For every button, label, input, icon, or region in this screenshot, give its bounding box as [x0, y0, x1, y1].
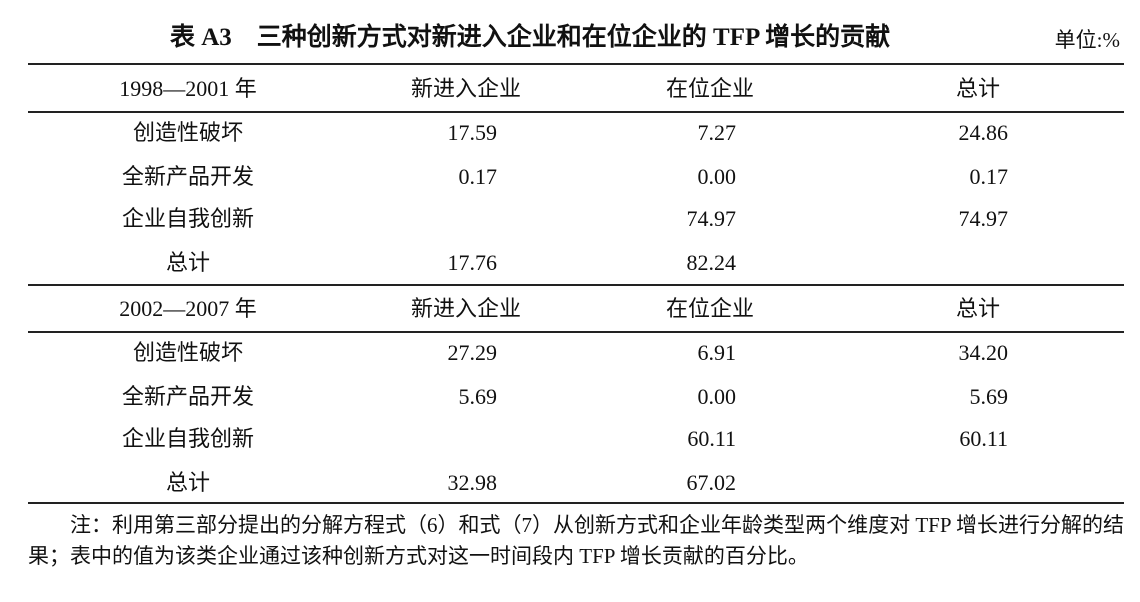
table-rule — [28, 63, 1124, 65]
row-label: 全新产品开发 — [121, 384, 254, 409]
row-label: 总计 — [165, 470, 210, 495]
cell-value: 27.29 — [447, 340, 498, 365]
column-header: 新进入企业 — [410, 76, 521, 101]
table-note: 注：利用第三部分提出的分解方程式（6）和式（7）从创新方式和企业年龄类型两个维度… — [28, 513, 1124, 568]
cell-value: 0.17 — [458, 164, 498, 189]
column-header: 新进入企业 — [410, 296, 521, 321]
column-header: 1998—2001 年 — [119, 76, 257, 101]
cell-value: 6.91 — [697, 340, 737, 365]
cell-value: 7.27 — [697, 120, 737, 145]
cell-value: 82.24 — [686, 250, 737, 275]
unit-label: 单位:% — [1054, 28, 1120, 52]
table-rule — [28, 502, 1124, 504]
cell-value: 34.20 — [958, 340, 1009, 365]
cell-value: 67.02 — [686, 470, 737, 495]
column-header: 总计 — [955, 76, 1000, 101]
row-label: 总计 — [165, 250, 210, 275]
column-header: 在位企业 — [665, 76, 754, 101]
table-rule — [28, 331, 1124, 333]
row-label: 企业自我创新 — [121, 426, 254, 451]
row-label: 企业自我创新 — [121, 206, 254, 231]
cell-value: 60.11 — [959, 426, 1008, 451]
row-label: 全新产品开发 — [121, 164, 254, 189]
cell-value: 24.86 — [958, 120, 1009, 145]
table-title: 表 A3 三种创新方式对新进入企业和在位企业的 TFP 增长的贡献 — [170, 24, 891, 51]
row-label: 创造性破坏 — [132, 340, 243, 365]
cell-value: 0.00 — [697, 164, 737, 189]
table-rule — [28, 284, 1124, 286]
column-header: 在位企业 — [665, 296, 754, 321]
cell-value: 5.69 — [458, 384, 498, 409]
cell-value: 17.59 — [447, 120, 498, 145]
column-header: 总计 — [955, 296, 1000, 321]
cell-value: 0.00 — [697, 384, 737, 409]
cell-value: 17.76 — [447, 250, 498, 275]
cell-value: 0.17 — [969, 164, 1009, 189]
cell-value: 74.97 — [958, 206, 1009, 231]
row-label: 创造性破坏 — [132, 120, 243, 145]
table-rule — [28, 111, 1124, 113]
cell-value: 32.98 — [447, 470, 498, 495]
cell-value: 60.11 — [687, 426, 736, 451]
cell-value: 74.97 — [686, 206, 737, 231]
column-header: 2002—2007 年 — [119, 296, 257, 321]
cell-value: 5.69 — [969, 384, 1009, 409]
